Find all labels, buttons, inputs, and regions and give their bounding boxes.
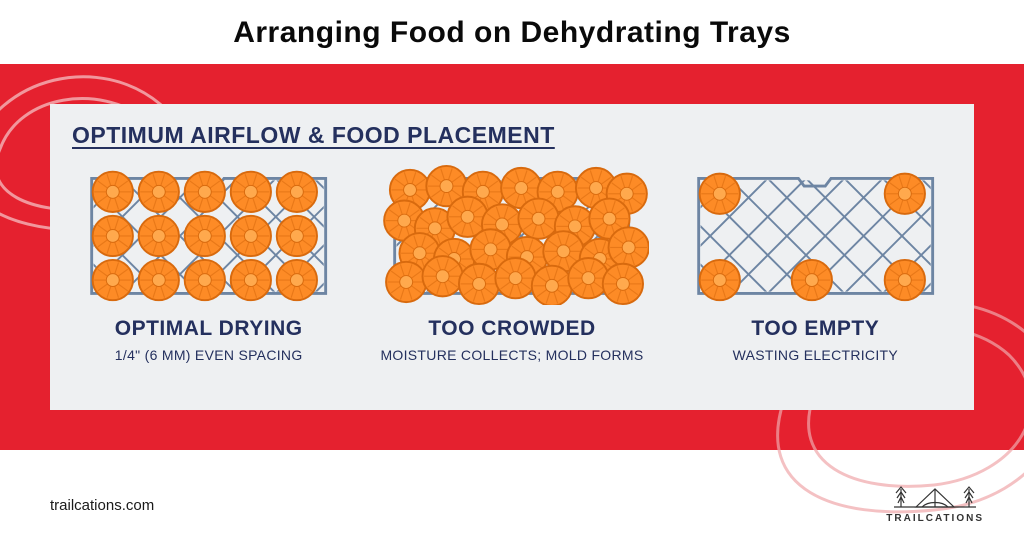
red-background-band: OPTIMUM AIRFLOW & FOOD PLACEMENT OPTIMAL… bbox=[0, 64, 1024, 450]
tray-crowded-diagram bbox=[375, 165, 648, 305]
tray-optimal: OPTIMAL DRYING 1/4" (6 MM) EVEN SPACING bbox=[72, 165, 345, 363]
footer-url: trailcations.com bbox=[50, 497, 154, 514]
tray-crowded-sub: MOISTURE COLLECTS; MOLD FORMS bbox=[380, 347, 643, 363]
tray-empty-sub: WASTING ELECTRICITY bbox=[733, 347, 898, 363]
tray-empty: TOO EMPTY WASTING ELECTRICITY bbox=[679, 165, 952, 363]
infographic-panel: OPTIMUM AIRFLOW & FOOD PLACEMENT OPTIMAL… bbox=[50, 104, 974, 410]
brand-logo: TRAILCATIONS bbox=[886, 481, 984, 524]
tray-optimal-diagram bbox=[72, 165, 345, 305]
tray-crowded: TOO CROWDED MOISTURE COLLECTS; MOLD FORM… bbox=[375, 165, 648, 363]
brand-name: TRAILCATIONS bbox=[886, 513, 984, 524]
panel-header: OPTIMUM AIRFLOW & FOOD PLACEMENT bbox=[72, 122, 952, 149]
trays-row: OPTIMAL DRYING 1/4" (6 MM) EVEN SPACING … bbox=[72, 165, 952, 363]
tray-empty-label: TOO EMPTY bbox=[751, 317, 879, 341]
tray-crowded-label: TOO CROWDED bbox=[428, 317, 595, 341]
tray-empty-diagram bbox=[679, 165, 952, 305]
tray-optimal-sub: 1/4" (6 MM) EVEN SPACING bbox=[115, 347, 303, 363]
tent-trees-icon bbox=[892, 481, 978, 511]
tray-optimal-label: OPTIMAL DRYING bbox=[115, 317, 303, 341]
